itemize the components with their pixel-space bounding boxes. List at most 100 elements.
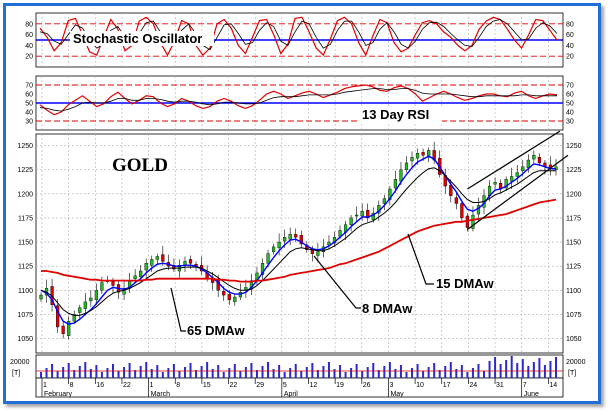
candle-body	[111, 281, 115, 286]
month-label: June	[524, 391, 539, 398]
x-tick-label: 1	[150, 382, 154, 389]
rsi-line	[39, 84, 558, 116]
x-tick-label: 19	[336, 382, 344, 389]
candle-body	[515, 172, 519, 177]
candle-body	[415, 153, 420, 159]
volume-bar	[494, 357, 497, 378]
x-tick-label: 29	[256, 382, 264, 389]
x-tick-label: 31	[496, 382, 504, 389]
volume-bar	[161, 372, 164, 378]
volume-bar	[95, 365, 98, 378]
trend-channel	[467, 130, 569, 230]
volume-bar	[399, 365, 402, 378]
candle-body	[427, 150, 431, 158]
candle-body	[471, 214, 475, 229]
y-tick-right: 30	[566, 119, 574, 126]
volume-bar	[422, 371, 425, 378]
volume-bar	[300, 371, 303, 378]
rsi-title-bg	[358, 106, 442, 122]
volume-bar	[333, 369, 336, 378]
volume-bar	[239, 371, 242, 378]
volume-bar	[488, 361, 491, 378]
y-tick-left: 60	[25, 92, 33, 99]
candle-body	[155, 256, 159, 260]
candle-body	[144, 263, 148, 271]
gold-technical-chart: 20 20 40 40 60 60 80 80 30 30 40 40 50 50 60 60 70 70 1050…	[10, 12, 586, 398]
candle-body	[227, 293, 231, 301]
x-tick-label: 14	[549, 382, 557, 389]
y-tick-right: 60	[566, 32, 574, 39]
y-tick-right: 1125	[566, 264, 581, 271]
y-tick-left: 70	[25, 83, 33, 90]
vol-unit-left: [T]	[12, 370, 20, 377]
candle-body	[271, 246, 276, 252]
ma8-label: 8 DMAw	[362, 301, 413, 316]
volume-bar	[89, 369, 92, 378]
volume-bar	[195, 370, 198, 378]
vol-unit-right: [T]	[568, 370, 576, 377]
y-tick-right: 1175	[566, 215, 581, 222]
candle-body	[510, 176, 514, 182]
candle-body	[56, 305, 60, 328]
month-label: February	[44, 391, 73, 398]
volume-bar	[444, 366, 447, 378]
x-tick-label: 15	[203, 382, 211, 389]
rsi-signal-line	[39, 88, 557, 112]
candle-body	[83, 301, 87, 309]
volume-bar	[350, 368, 353, 378]
volume-bar	[217, 365, 220, 378]
candle-body	[537, 156, 541, 164]
y-tick-right: 1050	[566, 336, 582, 343]
ma15-label: 15 DMAw	[436, 276, 494, 291]
volume-bar	[311, 363, 314, 378]
volume-bar	[272, 369, 275, 378]
candle-body	[266, 253, 270, 264]
volume-bar	[305, 367, 308, 378]
x-tick-label: 22	[230, 382, 238, 389]
volume-bar	[73, 370, 76, 378]
y-tick-right: 1075	[566, 312, 582, 319]
volume-bar	[261, 366, 264, 378]
y-tick-right: 60	[566, 92, 574, 99]
ma15-pointer	[407, 233, 434, 285]
candle-body	[67, 320, 71, 336]
volume-bar	[460, 365, 463, 378]
y-tick-left: 1250	[17, 143, 33, 150]
volume-bar	[150, 369, 153, 378]
candle-body	[294, 234, 298, 238]
volume-bar	[344, 372, 347, 378]
candle-body	[521, 166, 525, 171]
x-tick-label: 12	[309, 382, 317, 389]
volume-bar	[427, 367, 430, 378]
y-tick-left: 1075	[17, 312, 33, 319]
month-label: May	[390, 391, 404, 398]
y-tick-left: 80	[25, 21, 33, 28]
volume-bar	[549, 361, 552, 378]
y-tick-left: 50	[25, 101, 33, 108]
volume-bar	[289, 368, 292, 378]
volume-bar	[134, 370, 137, 378]
candle-body	[188, 259, 193, 264]
candle-body	[360, 210, 364, 217]
x-tick-label: 7	[523, 382, 527, 389]
volume-bar	[206, 362, 209, 378]
volume-bar	[250, 363, 253, 378]
volume-bar	[189, 363, 192, 378]
volume-bar	[521, 359, 524, 378]
month-label: March	[151, 391, 171, 398]
volume-bar	[438, 370, 441, 378]
channel-lower-line	[467, 154, 569, 230]
volume-bar	[510, 356, 513, 378]
volume-bar	[123, 367, 126, 378]
volume-bar	[532, 362, 535, 378]
x-tick-label: 8	[70, 382, 74, 389]
candle-body	[222, 291, 226, 296]
ma15-line	[40, 167, 556, 316]
candle-body	[78, 307, 82, 313]
volume-bar	[267, 362, 270, 378]
volume-bar	[183, 367, 186, 378]
x-tick-label: 16	[96, 382, 104, 389]
chart-frame: 20 20 40 40 60 60 80 80 30 30 40 40 50 50 60 60 70 70 1050…	[3, 3, 601, 404]
volume-bar	[361, 371, 364, 378]
volume-bar	[411, 368, 414, 378]
